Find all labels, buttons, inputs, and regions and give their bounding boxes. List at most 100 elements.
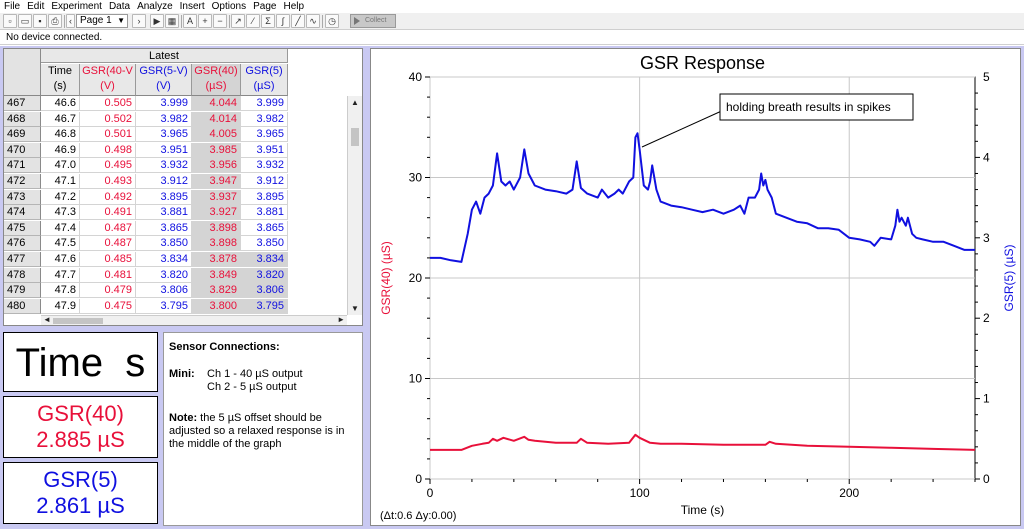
table-cell[interactable]: 3.800 <box>192 298 241 314</box>
table-cell[interactable]: 0.493 <box>80 174 136 189</box>
menu-item-help[interactable]: Help <box>283 1 305 12</box>
examine-icon[interactable]: ↗ <box>231 14 245 28</box>
zoom-out-icon[interactable]: − <box>213 14 227 28</box>
table-cell[interactable]: 3.895 <box>241 189 288 205</box>
open-folder-icon[interactable]: ▭ <box>18 14 32 28</box>
table-cell[interactable]: 3.912 <box>136 174 192 189</box>
table-cell[interactable]: 3.999 <box>136 96 192 111</box>
table-cell[interactable]: 3.834 <box>241 252 288 267</box>
table-cell[interactable]: 46.8 <box>41 127 80 143</box>
column-header[interactable]: Time (s) <box>41 64 80 96</box>
scroll-thumb[interactable] <box>351 128 359 146</box>
table-cell[interactable]: 3.947 <box>192 174 241 189</box>
new-file-icon[interactable]: ▫ <box>3 14 17 28</box>
table-cell[interactable]: 47.4 <box>41 220 80 236</box>
table-cell[interactable]: 3.820 <box>241 267 288 283</box>
table-icon[interactable]: ▦ <box>165 14 179 28</box>
table-cell[interactable]: 3.937 <box>192 189 241 205</box>
row-number[interactable]: 477 <box>4 252 41 267</box>
menu-item-analyze[interactable]: Analyze <box>137 1 173 12</box>
table-cell[interactable]: 3.898 <box>192 236 241 252</box>
time-meter[interactable]: Time s <box>3 332 158 392</box>
table-cell[interactable]: 3.912 <box>241 174 288 189</box>
table-cell[interactable]: 3.932 <box>136 158 192 174</box>
graph-panel[interactable]: 0 100 200 0 10 20 30 40 0 1 2 3 4 5 GSR Response Time (… <box>370 48 1021 526</box>
table-cell[interactable]: 0.492 <box>80 189 136 205</box>
row-number[interactable]: 468 <box>4 111 41 127</box>
horizontal-scrollbar[interactable]: ◄ ► <box>41 315 347 325</box>
table-cell[interactable]: 3.820 <box>136 267 192 283</box>
table-cell[interactable]: 3.956 <box>192 158 241 174</box>
menu-item-edit[interactable]: Edit <box>27 1 45 12</box>
table-cell[interactable]: 3.951 <box>241 142 288 158</box>
table-cell[interactable]: 0.491 <box>80 205 136 221</box>
scroll-down-icon[interactable]: ▼ <box>351 304 359 313</box>
table-cell[interactable]: 3.849 <box>192 267 241 283</box>
table-cell[interactable]: 3.806 <box>136 283 192 299</box>
table-cell[interactable]: 3.985 <box>192 142 241 158</box>
table-cell[interactable]: 3.850 <box>241 236 288 252</box>
table-cell[interactable]: 3.898 <box>192 220 241 236</box>
scroll-left-icon[interactable]: ◄ <box>43 315 51 324</box>
data-table[interactable]: Latest ▲ ▼ ◄ ► Time (s) GSR(40-V (V) GSR(5-V… <box>3 48 363 326</box>
row-number[interactable]: 473 <box>4 189 41 205</box>
table-cell[interactable]: 3.951 <box>136 142 192 158</box>
menu-item-page[interactable]: Page <box>253 1 277 12</box>
linear-fit-icon[interactable]: ╱ <box>291 14 305 28</box>
statistics-icon[interactable]: Σ <box>261 14 275 28</box>
table-cell[interactable]: 3.982 <box>241 111 288 127</box>
table-cell[interactable]: 3.881 <box>241 205 288 221</box>
tangent-icon[interactable]: ⁄ <box>246 14 260 28</box>
table-cell[interactable]: 3.927 <box>192 205 241 221</box>
scroll-up-icon[interactable]: ▲ <box>351 98 359 107</box>
timer-icon[interactable]: ◷ <box>325 14 339 28</box>
table-cell[interactable]: 4.005 <box>192 127 241 143</box>
table-cell[interactable]: 3.850 <box>136 236 192 252</box>
table-cell[interactable]: 3.895 <box>136 189 192 205</box>
table-cell[interactable]: 3.795 <box>136 298 192 314</box>
table-cell[interactable]: 3.834 <box>136 252 192 267</box>
prev-page-icon[interactable]: ‹ <box>66 14 75 28</box>
row-number[interactable]: 474 <box>4 205 41 221</box>
table-cell[interactable]: 3.982 <box>136 111 192 127</box>
row-number[interactable]: 469 <box>4 127 41 143</box>
table-cell[interactable]: 47.6 <box>41 252 80 267</box>
menu-item-file[interactable]: File <box>4 1 21 12</box>
table-cell[interactable]: 3.865 <box>241 220 288 236</box>
table-cell[interactable]: 47.3 <box>41 205 80 221</box>
table-cell[interactable]: 3.878 <box>192 252 241 267</box>
menu-item-insert[interactable]: Insert <box>179 1 205 12</box>
gsr40-meter[interactable]: GSR(40) 2.885 µS <box>3 396 158 458</box>
table-cell[interactable]: 0.498 <box>80 142 136 158</box>
table-cell[interactable]: 47.1 <box>41 174 80 189</box>
table-cell[interactable]: 3.881 <box>136 205 192 221</box>
menu-item-experiment[interactable]: Experiment <box>51 1 102 12</box>
table-cell[interactable]: 0.487 <box>80 236 136 252</box>
table-cell[interactable]: 0.481 <box>80 267 136 283</box>
table-cell[interactable]: 0.479 <box>80 283 136 299</box>
table-cell[interactable]: 0.501 <box>80 127 136 143</box>
table-cell[interactable]: 47.0 <box>41 158 80 174</box>
next-page-icon[interactable]: › <box>132 14 146 28</box>
row-number[interactable]: 467 <box>4 96 41 111</box>
table-cell[interactable]: 0.495 <box>80 158 136 174</box>
table-cell[interactable]: 0.487 <box>80 220 136 236</box>
row-number[interactable]: 470 <box>4 142 41 158</box>
column-header[interactable]: GSR(40) (µS) <box>192 64 241 96</box>
row-number[interactable]: 478 <box>4 267 41 283</box>
scroll-thumb[interactable] <box>53 318 103 324</box>
scroll-right-icon[interactable]: ► <box>337 315 345 324</box>
table-cell[interactable]: 3.795 <box>241 298 288 314</box>
save-icon[interactable]: ▪ <box>33 14 47 28</box>
autoscale-icon[interactable]: A <box>183 14 197 28</box>
table-cell[interactable]: 3.999 <box>241 96 288 111</box>
table-cell[interactable]: 3.965 <box>136 127 192 143</box>
print-icon[interactable]: ⎙ <box>48 14 62 28</box>
table-cell[interactable]: 4.014 <box>192 111 241 127</box>
table-cell[interactable]: 0.475 <box>80 298 136 314</box>
collect-button[interactable]: Collect <box>350 14 396 28</box>
table-cell[interactable]: 47.5 <box>41 236 80 252</box>
column-header[interactable]: GSR(5) (µS) <box>241 64 288 96</box>
table-cell[interactable]: 0.502 <box>80 111 136 127</box>
zoom-in-icon[interactable]: + <box>198 14 212 28</box>
